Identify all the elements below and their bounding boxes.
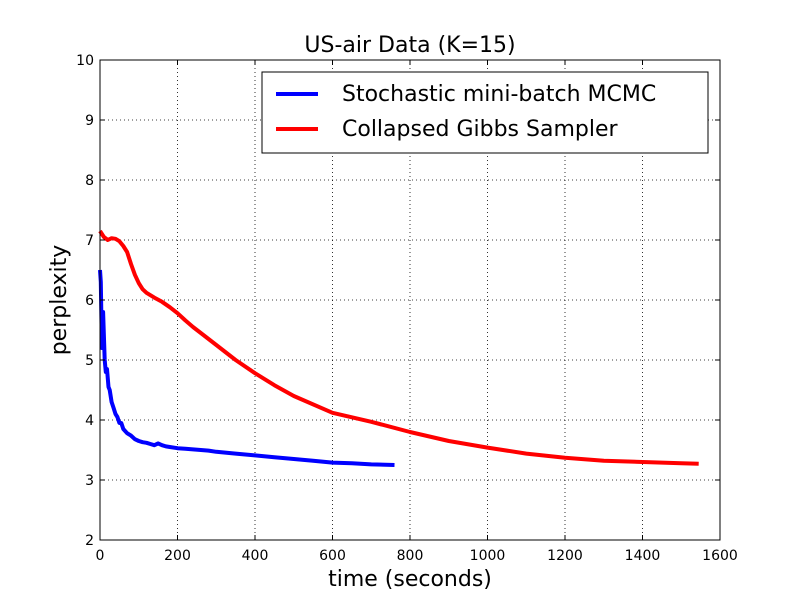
y-tick-label: 7 [85, 233, 94, 249]
x-tick-label: 400 [242, 548, 269, 564]
chart-title: US-air Data (K=15) [304, 33, 515, 58]
x-tick-label: 200 [164, 548, 191, 564]
series-layer [98, 229, 699, 467]
x-tick-label: 1400 [625, 548, 661, 564]
x-tick-label: 800 [397, 548, 424, 564]
x-tick-label: 1200 [547, 548, 583, 564]
y-tick-label: 5 [85, 353, 94, 369]
x-tick-label: 1000 [470, 548, 506, 564]
legend-label-mcmc: Stochastic mini-batch MCMC [342, 82, 656, 107]
y-tick-label: 4 [85, 413, 94, 429]
series-line-0 [98, 269, 395, 467]
y-tick-label: 3 [85, 473, 94, 489]
y-tick-label: 10 [76, 53, 94, 69]
y-tick-label: 9 [85, 113, 94, 129]
legend: Stochastic mini-batch MCMC Collapsed Gib… [261, 71, 709, 154]
legend-label-gibbs: Collapsed Gibbs Sampler [342, 117, 618, 142]
x-tick-label: 600 [319, 548, 346, 564]
y-tick-label: 6 [85, 293, 94, 309]
y-tick-label: 2 [85, 533, 94, 549]
legend-box [261, 71, 709, 154]
x-tick-label: 0 [96, 548, 105, 564]
series-line-1 [98, 229, 699, 466]
y-axis-label: perplexity [47, 245, 72, 356]
x-tick-label: 1600 [702, 548, 738, 564]
y-tick-label: 8 [85, 173, 94, 189]
x-axis-label: time (seconds) [328, 567, 492, 592]
ticks: 0 200 400 600 800 1000 1200 1400 1600 2 3 4 5 6 7 8 9 10 [76, 53, 738, 564]
